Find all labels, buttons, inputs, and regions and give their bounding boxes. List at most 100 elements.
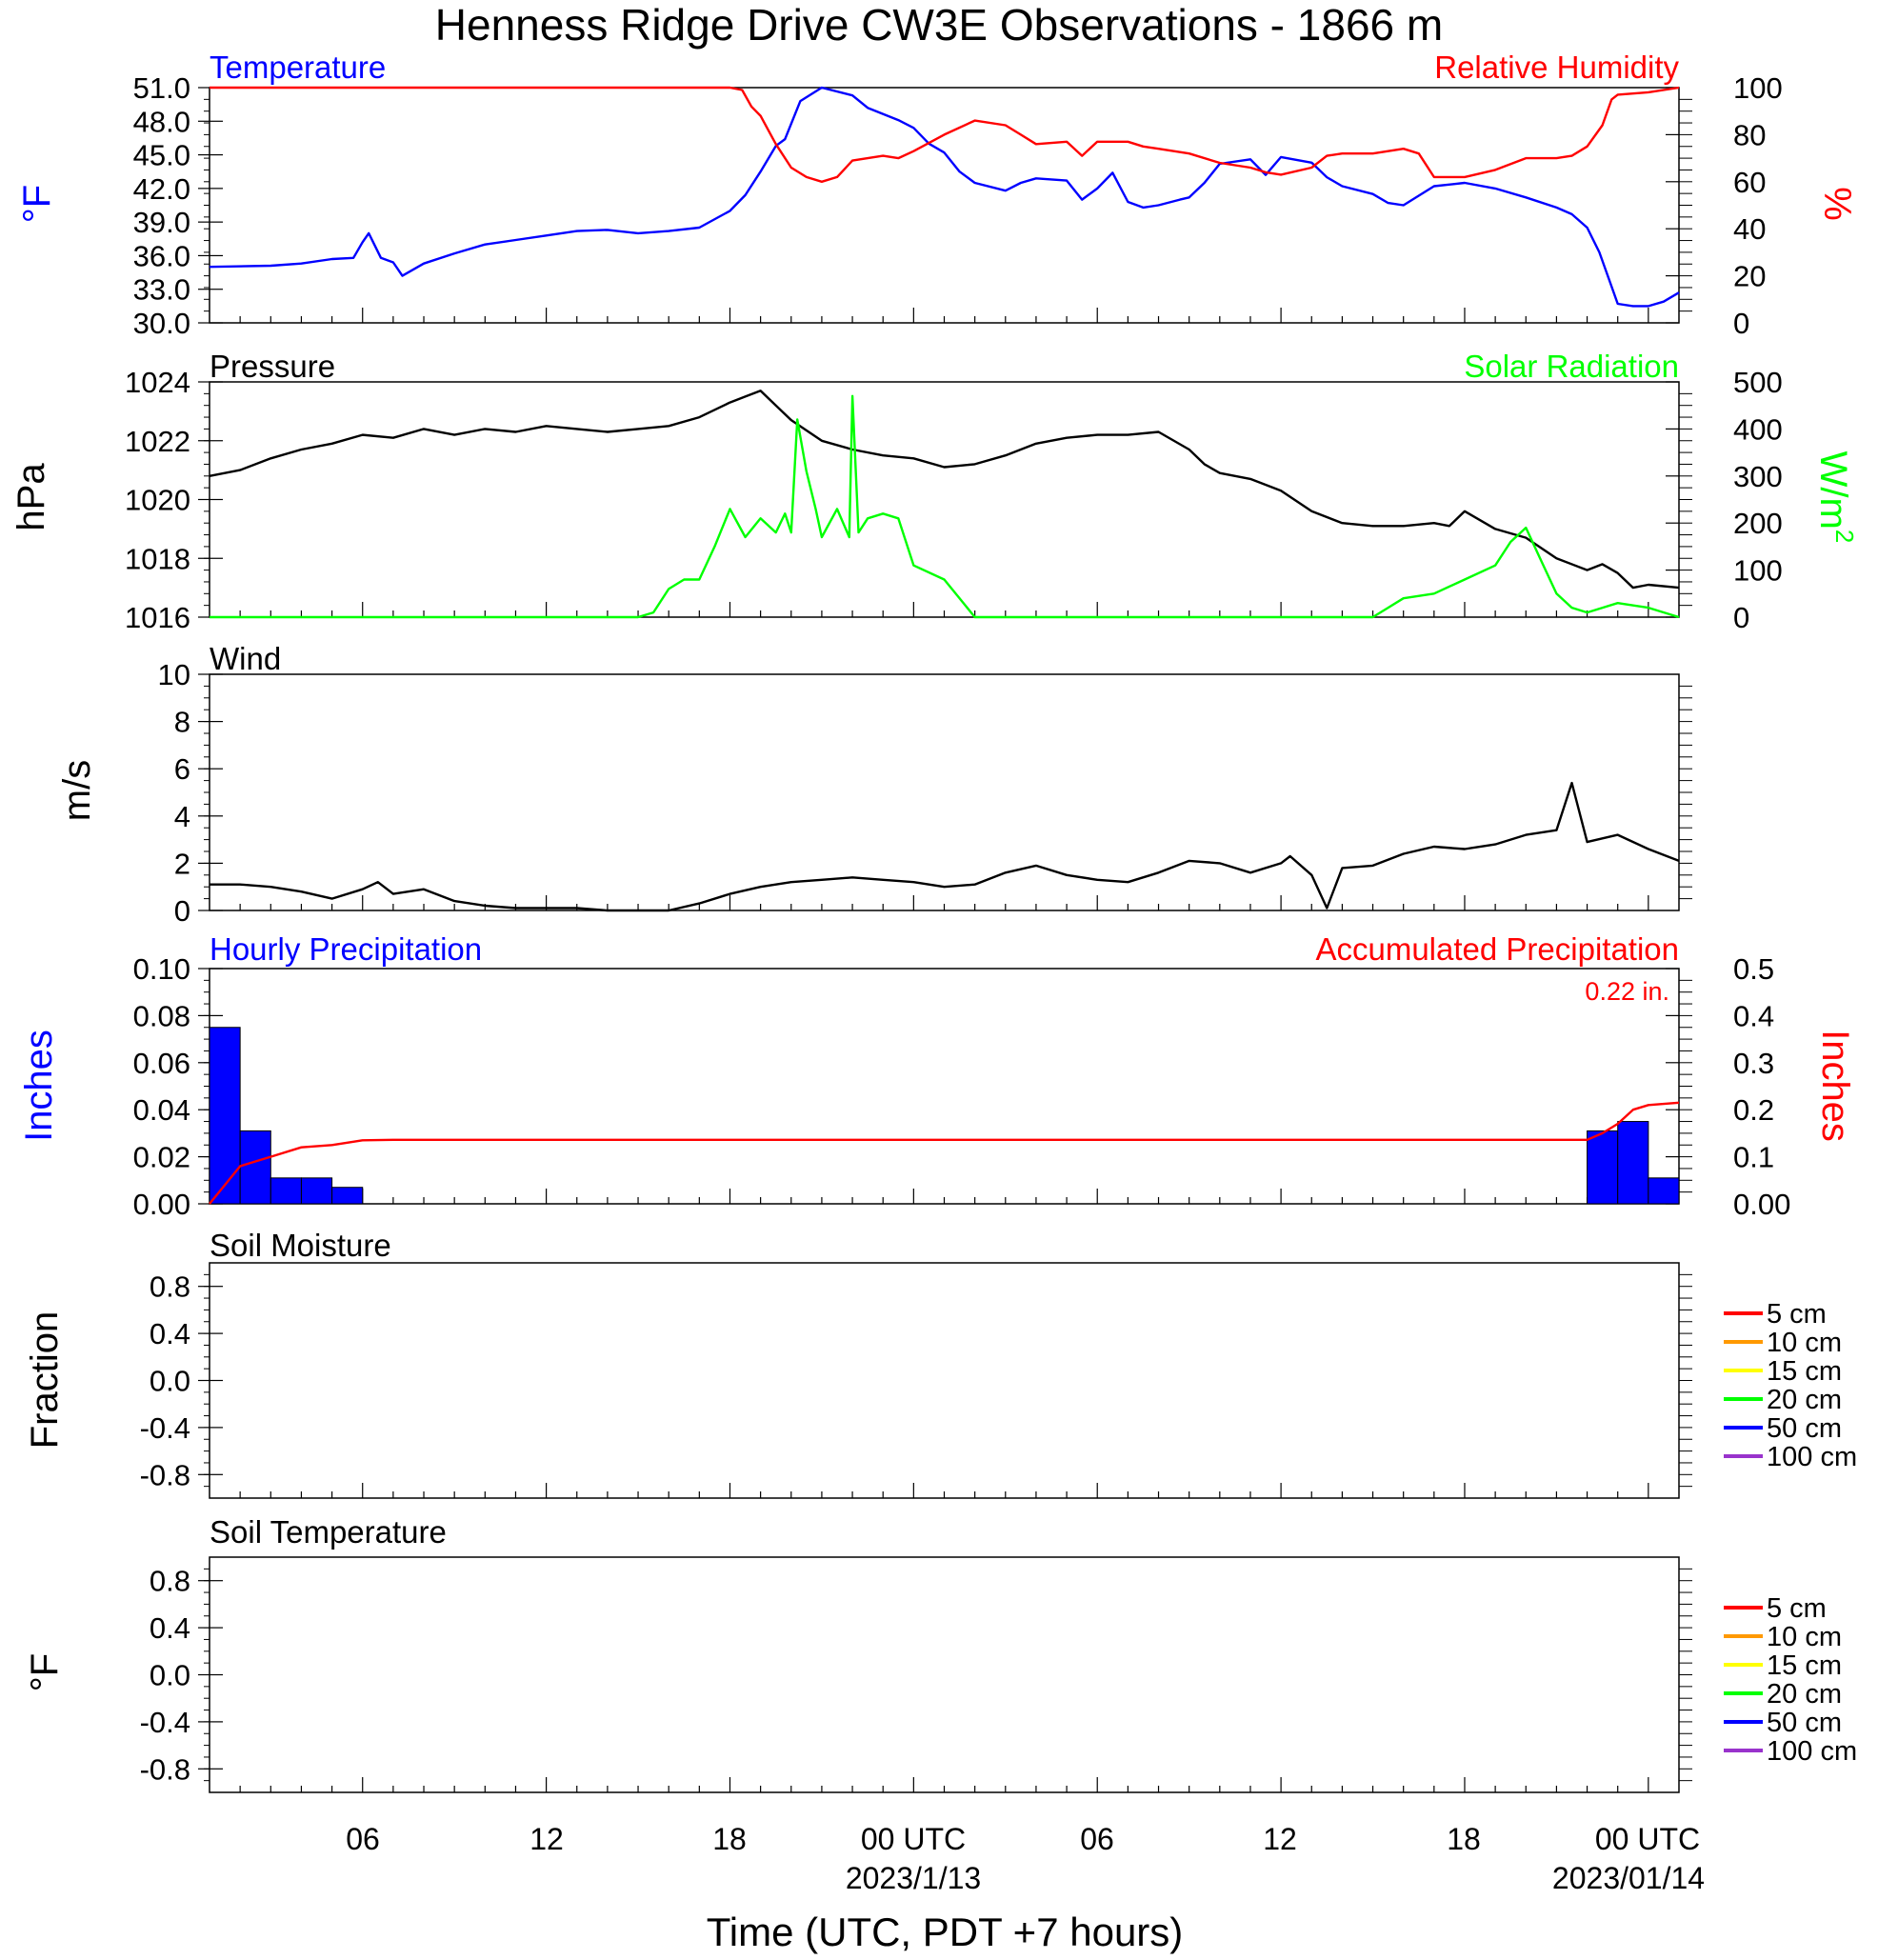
legend-label: 15 cm: [1767, 1650, 1842, 1681]
y-tick-label: 42.0: [133, 172, 190, 206]
precipitation-panel: Hourly Precipitation Accumulated Precipi…: [18, 931, 1856, 1142]
y-tick-label: 1018: [125, 542, 190, 575]
y-tick-label: 6: [174, 752, 190, 786]
y-tick-label: 2: [174, 847, 190, 880]
temperature-unit-label: °F: [16, 185, 58, 223]
plot-frame: [209, 87, 1680, 324]
wind-speed-line: [210, 781, 1680, 912]
solar-unit-text: W/m: [1812, 451, 1854, 530]
legend-label: 100 cm: [1767, 1442, 1857, 1472]
plot-frame: [209, 673, 1680, 911]
y-tick-label: -0.8: [140, 1752, 190, 1786]
y-tick-label: 0.04: [133, 1093, 190, 1127]
legend-label: 5 cm: [1767, 1299, 1827, 1330]
y-tick-label: 0.5: [1733, 952, 1774, 986]
y-tick-label: -0.4: [140, 1706, 190, 1739]
x-tick-label: 00 UTC: [1595, 1822, 1700, 1856]
solar-unit-label: W/m2: [1812, 451, 1859, 544]
plot-frame: [209, 1262, 1680, 1499]
y-tick-label: 0.00: [1733, 1188, 1790, 1221]
temperature-line: [209, 86, 1680, 308]
y-tick-label: 1022: [125, 425, 190, 458]
y-tick-label: 10: [158, 658, 190, 691]
y-tick-label: 0.4: [150, 1611, 190, 1645]
pressure-solar-panel: Pressure Solar Radiation hPa W/m2: [10, 349, 1859, 543]
wind-panel: Wind m/s: [56, 641, 281, 821]
x-date-label: 2023/1/13: [846, 1861, 981, 1895]
y-tick-label: 0.8: [150, 1270, 190, 1304]
precip-bar: [331, 1187, 364, 1205]
precip-bar: [270, 1177, 302, 1205]
plot-frame: [209, 1556, 1680, 1793]
legend-label: 15 cm: [1767, 1356, 1842, 1387]
y-tick-label: 0.0: [150, 1365, 190, 1398]
pressure-title: Pressure: [210, 349, 335, 384]
y-tick-label: 0.3: [1733, 1047, 1774, 1080]
y-tick-label: 100: [1733, 71, 1783, 105]
temperature-humidity-panel: Temperature Relative Humidity °F %: [16, 50, 1858, 223]
legend-label: 20 cm: [1767, 1679, 1842, 1710]
humidity-unit-label: %: [1816, 187, 1858, 221]
solar-unit-superscript: 2: [1830, 530, 1859, 543]
y-tick-label: 0: [1733, 307, 1749, 340]
y-tick-label: 60: [1733, 166, 1766, 199]
y-tick-label: -0.8: [140, 1458, 190, 1491]
y-tick-label: 20: [1733, 260, 1766, 293]
y-tick-label: 51.0: [133, 71, 190, 105]
time-axis: 06 12 18 00 UTC 06 12 18 00 UTC 2023/1/1…: [346, 1822, 1705, 1954]
accumulated-precip-unit-label: Inches: [1814, 1030, 1856, 1142]
y-tick-label: 200: [1733, 507, 1783, 540]
legend-label: 100 cm: [1767, 1736, 1857, 1767]
plot-frame: [209, 968, 1680, 1205]
legend-label: 10 cm: [1767, 1328, 1842, 1358]
y-tick-label: 48.0: [133, 105, 190, 138]
legend-label: 50 cm: [1767, 1708, 1842, 1738]
soil-moisture-panel: Soil Moisture Fraction: [24, 1228, 391, 1449]
x-axis-title: Time (UTC, PDT +7 hours): [707, 1910, 1184, 1954]
relative-humidity-title: Relative Humidity: [1434, 50, 1679, 85]
precip-bar: [1587, 1130, 1619, 1205]
legend-label: 10 cm: [1767, 1622, 1842, 1652]
y-tick-label: 0.8: [150, 1565, 190, 1598]
y-tick-label: 100: [1733, 554, 1783, 588]
pressure-unit-label: hPa: [10, 463, 52, 531]
y-tick-label: 500: [1733, 366, 1783, 399]
y-tick-label: 33.0: [133, 273, 190, 307]
y-tick-label: 0.10: [133, 952, 190, 986]
y-tick-label: 30.0: [133, 307, 190, 340]
hourly-precip-unit-label: Inches: [18, 1030, 60, 1142]
x-tick-label: 18: [1447, 1822, 1481, 1856]
x-tick-label: 00 UTC: [861, 1822, 966, 1856]
y-tick-label: 39.0: [133, 206, 190, 239]
soil-temperature-title: Soil Temperature: [210, 1514, 447, 1550]
y-tick-label: 0.00: [133, 1188, 190, 1221]
x-date-label: 2023/01/14: [1552, 1861, 1705, 1895]
x-tick-label: 06: [346, 1822, 380, 1856]
y-tick-label: 0.08: [133, 999, 190, 1032]
y-tick-label: 4: [174, 800, 190, 833]
y-tick-label: 0.4: [150, 1317, 190, 1350]
precip-bar: [209, 1027, 241, 1205]
y-tick-label: 8: [174, 706, 190, 739]
y-tick-label: 45.0: [133, 139, 190, 172]
figure-title: Henness Ridge Drive CW3E Observations - …: [435, 0, 1443, 50]
y-tick-label: 0.2: [1733, 1093, 1774, 1127]
y-tick-label: 80: [1733, 118, 1766, 151]
accumulated-precipitation-line: [209, 1101, 1680, 1205]
y-tick-label: 400: [1733, 412, 1783, 446]
x-tick-label: 12: [1263, 1822, 1297, 1856]
solar-radiation-line: [210, 394, 1680, 619]
y-tick-label: 0.4: [1733, 999, 1774, 1032]
precip-bar: [1648, 1177, 1680, 1205]
y-tick-label: 36.0: [133, 239, 190, 272]
relative-humidity-line: [210, 86, 1680, 183]
soil-moisture-unit-label: Fraction: [24, 1311, 66, 1450]
precip-bar: [1617, 1121, 1649, 1205]
y-tick-label: 1016: [125, 601, 190, 634]
soil-temperature-unit-label: °F: [24, 1653, 66, 1691]
accumulated-precip-title: Accumulated Precipitation: [1315, 931, 1679, 967]
wind-unit-label: m/s: [56, 760, 98, 821]
temperature-title: Temperature: [210, 50, 386, 85]
wind-title: Wind: [210, 641, 281, 676]
